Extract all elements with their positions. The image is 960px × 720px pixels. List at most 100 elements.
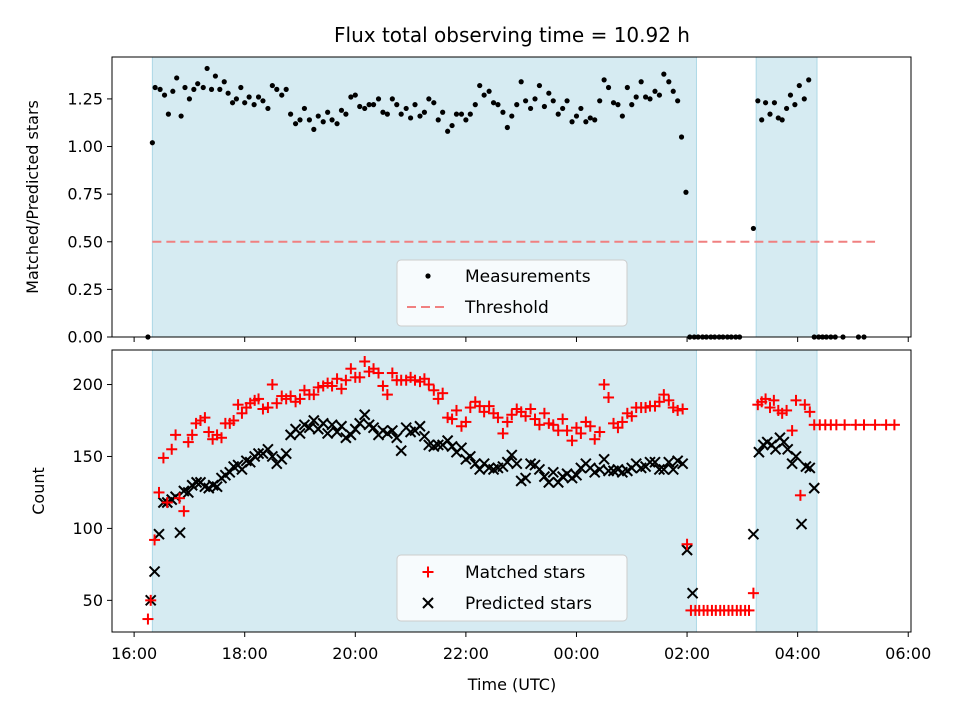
ratio-y-tick-label: 0.50	[67, 232, 103, 251]
measurement-point	[775, 115, 781, 121]
matched-star-point	[681, 538, 693, 550]
count-y-tick-label: 150	[72, 447, 103, 466]
predicted-star-point	[808, 482, 820, 494]
predicted-star-point	[266, 450, 279, 463]
measurement-point	[412, 102, 418, 108]
measurement-point	[481, 92, 487, 98]
matched-star-point	[153, 486, 165, 498]
ratio-plot-frame	[111, 56, 912, 338]
measurement-point	[642, 94, 649, 100]
measurement-point	[242, 100, 248, 106]
measurement-point	[678, 134, 685, 140]
measurement-point	[523, 98, 529, 104]
matched-star-point	[786, 425, 798, 437]
ratio-panel: 0.00 0.25 0.50 0.75 1.00 1.25 Matched/Predict…	[23, 56, 912, 347]
matched-star-point	[157, 452, 169, 464]
matched-star-point	[271, 397, 283, 409]
measurement-point	[292, 121, 299, 127]
measurement-point	[204, 65, 210, 72]
measurement-point	[787, 92, 794, 98]
measurement-point	[246, 94, 252, 100]
measurement-point	[421, 109, 428, 115]
predicted-star-point	[686, 587, 699, 599]
measurement-point	[796, 82, 802, 89]
predicted-star-point	[533, 463, 546, 476]
matched-star-point	[178, 505, 190, 517]
x-tick-label: 20:00	[332, 644, 378, 663]
matched-star-point	[839, 419, 851, 431]
matched-star-point	[589, 433, 601, 445]
matched-star-point	[170, 429, 182, 441]
measurement-point	[527, 105, 534, 112]
legend-threshold-label: Threshold	[464, 298, 549, 318]
measurement-point	[670, 88, 676, 94]
matched-star-point	[525, 403, 537, 415]
predicted-star-point	[663, 456, 675, 468]
predicted-star-point	[795, 518, 808, 530]
ratio-y-axis-label: Matched/Predicted stars	[23, 100, 42, 294]
x-tick-label: 02:00	[664, 644, 710, 663]
matched-star-points	[142, 356, 900, 625]
measurement-point	[407, 115, 414, 121]
matched-star-point	[747, 587, 759, 599]
measurement-point	[161, 92, 168, 98]
measurement-point	[652, 88, 658, 94]
predicted-star-point	[432, 439, 444, 451]
measurement-point	[633, 94, 639, 100]
measurement-point	[440, 109, 446, 115]
measurement-point	[370, 102, 377, 108]
x-axis-label: Time (UTC)	[467, 675, 556, 694]
matched-star-point	[781, 404, 793, 416]
predicted-star-point	[153, 528, 165, 540]
matched-star-point	[478, 406, 490, 418]
ratio-legend-box	[396, 259, 628, 327]
measurement-point	[352, 92, 358, 98]
matched-star-point	[764, 402, 776, 414]
matched-star-point	[161, 497, 173, 509]
measurement-point	[170, 88, 176, 94]
predicted-star-point	[644, 456, 656, 468]
matched-star-point	[566, 435, 578, 447]
measurement-point	[514, 102, 520, 108]
measurement-point	[601, 77, 607, 83]
x-tick-label: 16:00	[111, 644, 157, 663]
matched-star-point	[142, 613, 154, 625]
predicted-star-point	[418, 430, 431, 443]
measurement-point	[762, 100, 769, 106]
measurement-point	[238, 84, 244, 91]
matched-star-point	[182, 436, 194, 448]
matched-star-point	[626, 410, 638, 422]
measurement-point	[605, 84, 612, 91]
measurement-point	[265, 105, 271, 112]
measurement-point	[495, 102, 501, 108]
matched-star-point	[354, 371, 366, 383]
matched-star-point	[506, 409, 518, 421]
measurement-point	[755, 98, 761, 104]
measurement-point	[801, 96, 807, 102]
measurement-point	[783, 105, 790, 112]
predicted-star-point	[547, 466, 559, 479]
matched-star-point	[386, 367, 398, 379]
matched-star-point	[492, 412, 504, 424]
matched-star-point	[257, 403, 269, 415]
measurement-point	[325, 109, 331, 115]
measurement-point	[445, 128, 451, 134]
matched-star-point	[799, 399, 811, 411]
matched-star-point	[529, 413, 541, 425]
measurement-point	[380, 109, 386, 115]
measurement-point	[453, 111, 460, 117]
matched-star-point	[598, 379, 610, 391]
predicted-star-point	[455, 442, 468, 454]
measurement-point	[532, 96, 538, 102]
matched-star-point	[450, 404, 462, 416]
count-plot-frame	[111, 349, 912, 633]
matched-star-point	[557, 413, 569, 425]
matched-star-point	[497, 427, 509, 439]
count-y-tick-label: 200	[72, 375, 103, 394]
measurement-point	[767, 111, 773, 117]
matched-star-point	[612, 422, 624, 434]
matched-star-point	[149, 534, 161, 546]
count-axis-ticks: 50 100 150 200 16:00 18:00 20:00 22:00 00:00 02:0…	[72, 375, 931, 663]
measurement-point	[389, 96, 395, 102]
